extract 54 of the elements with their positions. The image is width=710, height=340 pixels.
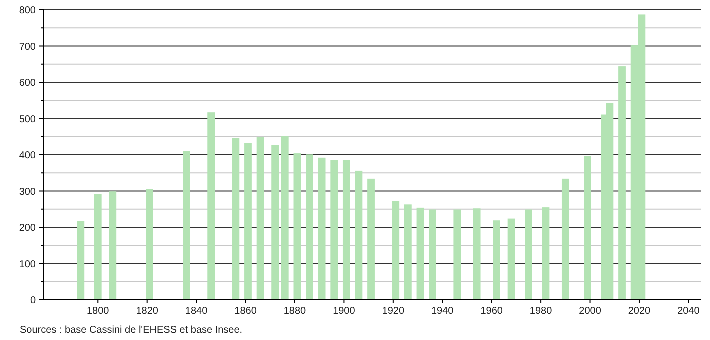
bar <box>562 178 570 300</box>
bar <box>429 210 436 300</box>
bar <box>618 66 626 300</box>
y-tick-label: 700 <box>19 42 36 53</box>
bar <box>146 189 154 300</box>
x-tick-label: 2000 <box>579 306 602 317</box>
x-tick-label: 1920 <box>382 306 405 317</box>
bar <box>392 201 400 300</box>
y-tick-label: 600 <box>19 78 36 89</box>
x-tick-label: 1940 <box>432 306 454 317</box>
bar <box>256 137 264 300</box>
y-tick-label: 400 <box>19 150 36 162</box>
bar <box>306 154 314 300</box>
x-tick-label: 1800 <box>87 306 110 317</box>
y-tick-label: 500 <box>19 114 36 126</box>
bar <box>318 158 326 300</box>
bar <box>109 192 117 300</box>
x-tick-label: 1880 <box>284 306 307 317</box>
x-tick-label: 1820 <box>136 306 159 317</box>
bar <box>355 170 363 300</box>
bar <box>416 208 424 300</box>
y-tick-label: 100 <box>19 259 36 270</box>
bar <box>542 208 550 300</box>
y-tick-label: 800 <box>19 6 36 16</box>
x-tick-label: 1900 <box>333 306 356 317</box>
bar <box>525 210 532 300</box>
bar <box>94 194 102 300</box>
y-tick-label: 0 <box>30 296 36 306</box>
bar <box>294 154 302 300</box>
bar <box>244 143 252 300</box>
bar <box>342 160 350 300</box>
x-tick-label: 1980 <box>530 306 553 317</box>
bar <box>584 156 592 300</box>
x-tick-label: 1840 <box>185 306 208 317</box>
bar <box>281 136 289 300</box>
x-tick-label: 2040 <box>678 306 700 317</box>
bar <box>330 160 338 300</box>
bar <box>183 151 190 300</box>
bar <box>208 112 216 300</box>
bar <box>493 220 500 300</box>
bar <box>77 221 85 300</box>
bar <box>508 218 516 300</box>
bar <box>368 178 375 300</box>
bar <box>232 138 240 300</box>
bar <box>404 204 412 300</box>
source-note: Sources : base Cassini de l'EHESS et base Insee. <box>20 325 243 336</box>
bar <box>272 145 279 300</box>
bar <box>454 210 462 300</box>
y-tick-label: 300 <box>19 186 36 198</box>
bar <box>473 208 481 300</box>
x-tick-label: 1860 <box>234 306 258 317</box>
x-tick-label: 2020 <box>628 306 652 317</box>
y-tick-label: 200 <box>19 223 36 234</box>
x-tick-label: 1960 <box>480 306 504 317</box>
